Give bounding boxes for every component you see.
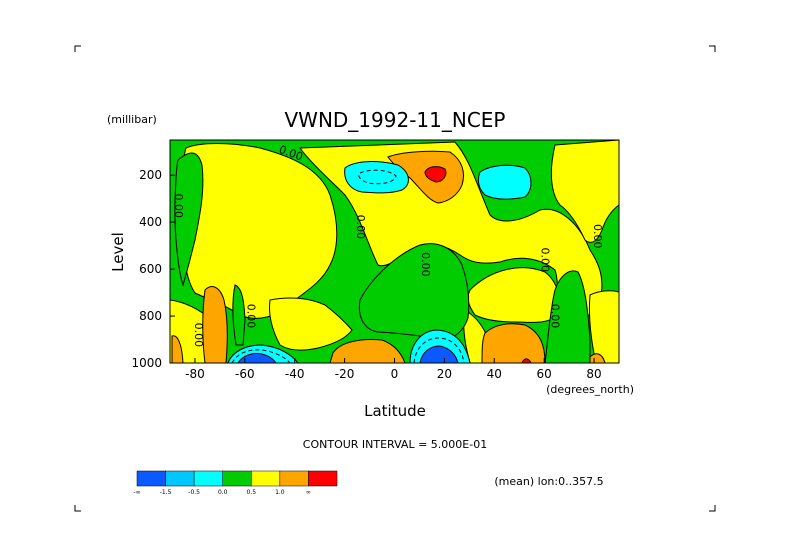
- contour-label: 0.00: [244, 304, 257, 329]
- region-orange-left-tall: [202, 286, 228, 363]
- y-tick-label: 600: [139, 262, 162, 276]
- region-green-southeast: [544, 270, 591, 363]
- region-green-west-tongue: [174, 152, 204, 287]
- region-green-center-low: [358, 243, 470, 341]
- x-tick-label: 40: [487, 367, 502, 381]
- colorbar-label: 0.0: [218, 489, 228, 496]
- y-unit-label: (millibar): [107, 113, 157, 126]
- y-tick-label: 200: [139, 168, 162, 182]
- x-tick-label: 60: [537, 367, 552, 381]
- corner-mark-top-left: [74, 45, 81, 52]
- contour-label: 0.00: [354, 215, 367, 240]
- contour-label: 0.00: [591, 224, 604, 249]
- colorbar-label: -∞: [133, 489, 140, 496]
- region-orange-left-small: [171, 335, 184, 363]
- colorbar-swatch: [222, 470, 252, 487]
- colorbar-label: ∞: [306, 489, 311, 496]
- x-tick-label: -20: [335, 367, 355, 381]
- contour-label: 0.00: [172, 193, 185, 218]
- corner-mark-bottom-left: [74, 505, 81, 512]
- colorbar-label: -1.5: [160, 489, 172, 496]
- region-yellow-bottom-mid: [269, 297, 353, 351]
- region-orange-lower-mid: [329, 339, 406, 363]
- x-axis-ticks: -80 -60 -40 -20 0 20 40 60 80: [185, 358, 602, 381]
- colorbar-swatch: [251, 470, 281, 487]
- corner-mark-top-right: [709, 45, 716, 52]
- x-tick-label: -80: [185, 367, 205, 381]
- colorbar-label: 1.0: [275, 489, 285, 496]
- colorbar-swatch: [308, 470, 338, 487]
- y-tick-label: 400: [139, 215, 162, 229]
- corner-mark-bottom-right: [709, 505, 716, 512]
- x-tick-label: 20: [437, 367, 452, 381]
- colorbar-swatch: [165, 470, 195, 487]
- region-yellow-southeast: [467, 267, 561, 323]
- mean-longitude-text: (mean) lon:0..357.5: [494, 475, 603, 488]
- contour-dashed-lower-left: [231, 349, 291, 363]
- region-red-upper: [424, 166, 447, 183]
- colorbar-swatch: [136, 470, 166, 487]
- x-unit-label: (degrees_north): [546, 383, 634, 396]
- contour-field: [170, 140, 619, 363]
- y-tick-label: 800: [139, 309, 162, 323]
- contour-label: 0.00: [419, 252, 432, 277]
- region-cyan-upper-left: [344, 161, 409, 194]
- colorbar-label: -0.5: [188, 489, 200, 496]
- colorbar-swatch: [193, 470, 223, 487]
- contour-dashed-lower-center: [413, 337, 465, 363]
- corner-marks: [74, 45, 716, 512]
- y-tick-label: 1000: [131, 356, 162, 370]
- contour-label: 0.00: [549, 304, 562, 329]
- region-yellow-right: [550, 140, 619, 243]
- colorbar-swatch: [279, 470, 309, 487]
- y-axis-label: Level: [109, 232, 127, 272]
- contour-labels: 0.000.000.000.00 0.000.000.000.000.00: [172, 143, 604, 347]
- colorbar-label: 0.5: [247, 489, 257, 496]
- region-green-southwest: [232, 284, 246, 346]
- x-axis-label: Latitude: [364, 402, 426, 420]
- contour-interval-text: CONTOUR INTERVAL = 5.000E-01: [303, 438, 487, 451]
- region-blue-lower-center: [419, 345, 459, 363]
- region-blue-lower-left: [237, 353, 277, 363]
- contour-label: 0.00: [192, 323, 205, 348]
- region-cyan-upper-right: [477, 164, 532, 200]
- x-tick-label: -40: [285, 367, 305, 381]
- colorbar-legend: -∞ -1.5 -0.5 0.0 0.5 1.0 ∞: [133, 470, 338, 496]
- x-tick-label: 0: [391, 367, 399, 381]
- y-axis-ticks: 200 400 600 800 1000: [131, 168, 175, 370]
- x-tick-label: -60: [235, 367, 255, 381]
- contour-label: 0.00: [539, 247, 552, 272]
- chart-title: VWND_1992-11_NCEP: [284, 108, 505, 132]
- region-yellow-low-right: [588, 290, 619, 363]
- region-orange-right-low: [481, 323, 546, 363]
- contour-dashed-cyan-inner: [358, 169, 397, 185]
- x-tick-label: 80: [586, 367, 601, 381]
